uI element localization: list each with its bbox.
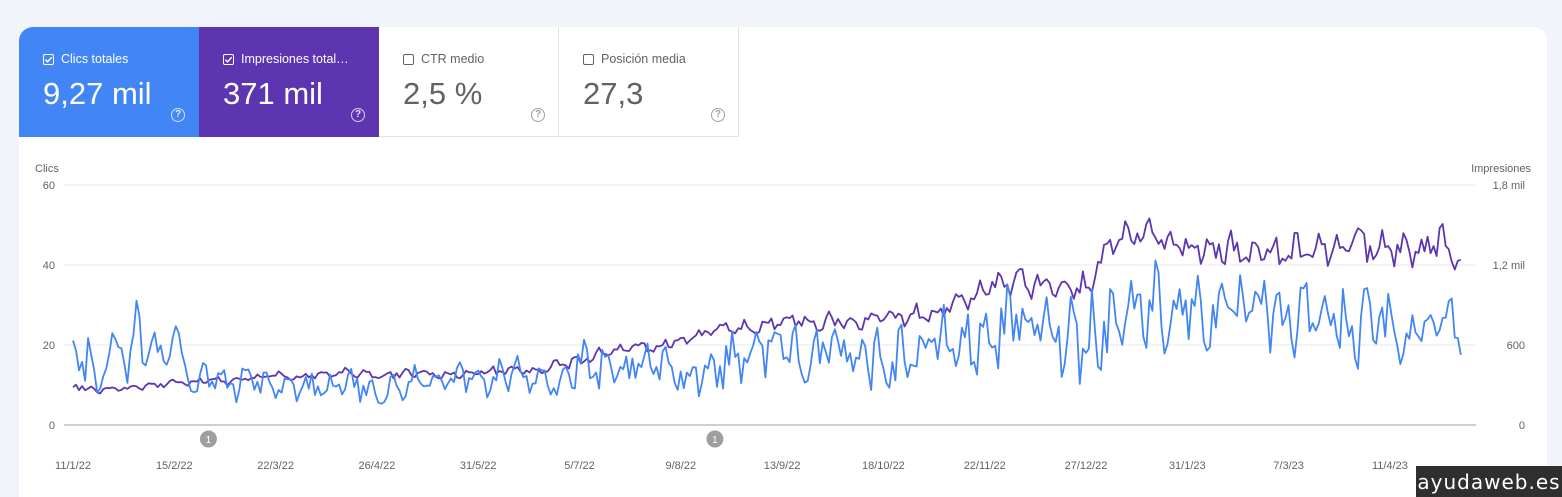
metric-value: 9,27 mil (43, 76, 152, 111)
checkbox-checked-icon[interactable] (43, 53, 54, 65)
annotation-marker[interactable]: 1 (706, 430, 724, 448)
x-tick-label: 7/3/23 (1273, 460, 1304, 472)
watermark: ayudaweb.es (1416, 466, 1562, 497)
annotation-circle[interactable] (706, 430, 724, 448)
metric-value: 27,3 (583, 76, 644, 111)
help-icon[interactable]: ? (531, 108, 545, 122)
right-tick-label: 1,2 mil (1493, 260, 1525, 272)
x-tick-label: 11/1/22 (55, 460, 91, 472)
x-tick-label: 27/12/22 (1065, 460, 1108, 472)
metric-value: 371 mil (223, 76, 323, 111)
metric-label: Posición media (601, 52, 686, 66)
right-tick-label: 1,8 mil (1493, 180, 1525, 192)
help-icon[interactable]: ? (351, 108, 365, 122)
metric-position[interactable]: Posición media 27,3 ? (559, 27, 739, 137)
metric-ctr[interactable]: CTR medio 2,5 % ? (379, 27, 559, 137)
x-tick-label: 11/4/23 (1372, 460, 1408, 472)
x-tick-label: 5/7/22 (564, 460, 595, 472)
help-icon[interactable]: ? (171, 108, 185, 122)
left-tick-label: 20 (43, 340, 55, 352)
metric-tabs: Clics totales 9,27 mil ? Impresiones tot… (19, 27, 739, 137)
x-tick-label: 9/8/22 (666, 460, 697, 472)
left-tick-label: 40 (43, 260, 55, 272)
checkbox-unchecked-icon[interactable] (403, 53, 414, 65)
x-tick-label: 26/4/22 (359, 460, 396, 472)
metric-impressions[interactable]: Impresiones total… 371 mil ? (199, 27, 379, 137)
x-tick-label: 13/9/22 (764, 460, 801, 472)
x-tick-label: 22/3/22 (257, 460, 294, 472)
checkbox-checked-icon[interactable] (223, 53, 234, 65)
metric-label: Clics totales (61, 52, 129, 66)
annotation-label: 1 (206, 435, 212, 446)
metric-label: Impresiones total… (241, 52, 349, 66)
x-tick-label: 31/1/23 (1169, 460, 1206, 472)
impressions-series-line (72, 217, 1462, 395)
right-tick-label: 0 (1519, 420, 1525, 432)
right-tick-label: 600 (1507, 340, 1525, 352)
x-tick-label: 15/2/22 (156, 460, 193, 472)
metric-value: 2,5 % (403, 76, 483, 111)
performance-card: Clics totales 9,27 mil ? Impresiones tot… (19, 27, 1547, 497)
annotation-circle[interactable] (199, 430, 217, 448)
left-tick-label: 60 (43, 180, 55, 192)
left-axis-title: Clics (35, 163, 59, 175)
left-tick-label: 0 (49, 420, 55, 432)
checkbox-unchecked-icon[interactable] (583, 53, 594, 65)
annotation-label: 1 (712, 435, 718, 446)
metric-label: CTR medio (421, 52, 485, 66)
metric-clicks[interactable]: Clics totales 9,27 mil ? (19, 27, 199, 137)
x-tick-label: 22/11/22 (964, 460, 1006, 472)
right-axis-title: Impresiones (1471, 163, 1531, 175)
help-icon[interactable]: ? (711, 108, 725, 122)
x-tick-label: 18/10/22 (862, 460, 905, 472)
x-tick-label: 31/5/22 (460, 460, 497, 472)
clicks-series-line (72, 259, 1462, 405)
annotation-marker[interactable]: 1 (199, 430, 217, 448)
